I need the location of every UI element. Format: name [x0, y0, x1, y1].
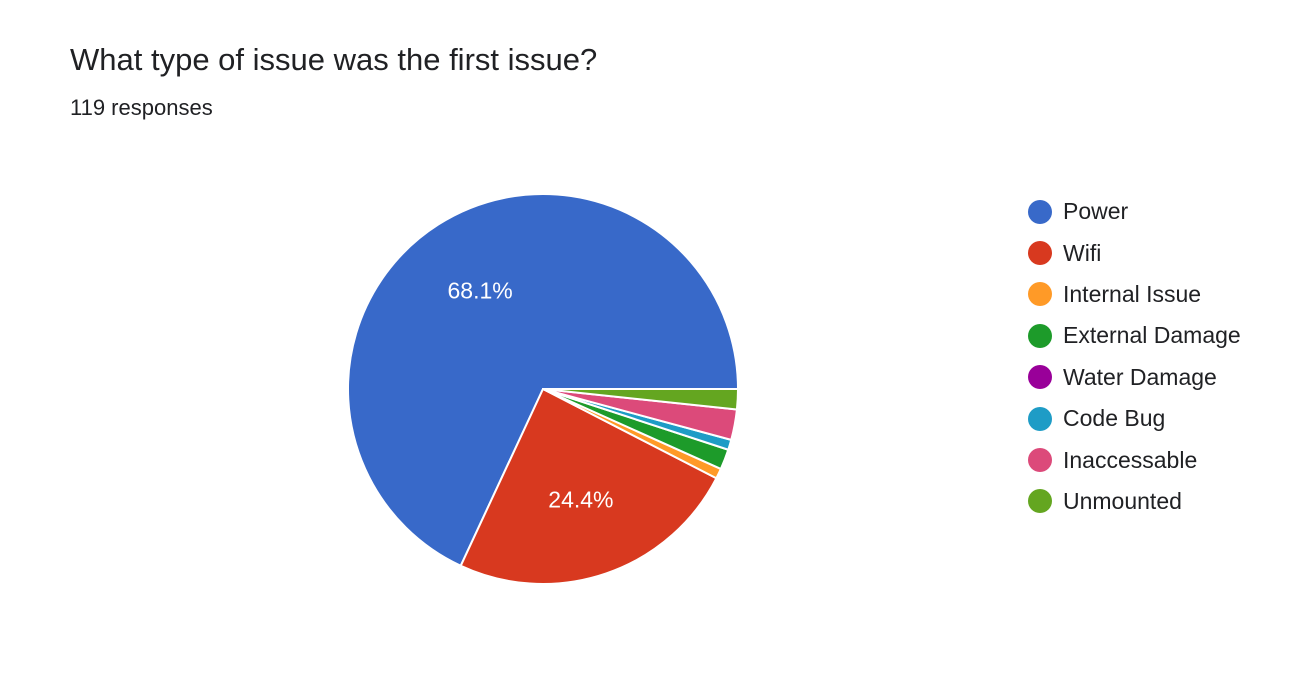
legend-label-code-bug: Code Bug: [1063, 405, 1166, 432]
slice-label-wifi: 24.4%: [548, 487, 613, 513]
chart-title: What type of issue was the first issue?: [70, 42, 598, 77]
legend-swatch-internal-issue: [1028, 282, 1052, 307]
legend-label-water-damage: Water Damage: [1063, 363, 1217, 390]
legend-swatch-unmounted: [1028, 489, 1052, 514]
pie-slice-power[interactable]: [347, 193, 739, 567]
legend-swatch-power: [1028, 199, 1052, 224]
legend-swatch-external-damage: [1028, 323, 1052, 348]
legend-item-internal-issue[interactable]: Internal Issue: [1028, 274, 1241, 315]
legend-swatch-wifi: [1028, 241, 1052, 266]
legend-label-unmounted: Unmounted: [1063, 487, 1182, 514]
legend-label-wifi: Wifi: [1063, 239, 1102, 266]
slice-label-power: 68.1%: [447, 277, 512, 303]
legend-label-inaccessable: Inaccessable: [1063, 446, 1198, 473]
legend-label-internal-issue: Internal Issue: [1063, 280, 1202, 307]
legend-item-inaccessable[interactable]: Inaccessable: [1028, 439, 1241, 480]
legend-label-power: Power: [1063, 198, 1129, 225]
pie-slice-wifi[interactable]: [459, 388, 718, 585]
legend-item-water-damage[interactable]: Water Damage: [1028, 357, 1241, 398]
legend-swatch-water-damage: [1028, 365, 1052, 390]
legend-label-external-damage: External Damage: [1063, 322, 1241, 349]
response-count: 119 responses: [70, 95, 213, 120]
legend-item-external-damage[interactable]: External Damage: [1028, 315, 1241, 356]
legend-swatch-inaccessable: [1028, 448, 1052, 473]
legend: Power Wifi Internal Issue External Damage Wa…: [1028, 191, 1241, 522]
legend-item-wifi[interactable]: Wifi: [1028, 232, 1241, 273]
legend-item-unmounted[interactable]: Unmounted: [1028, 481, 1241, 522]
legend-item-power[interactable]: Power: [1028, 191, 1241, 232]
legend-item-code-bug[interactable]: Code Bug: [1028, 398, 1241, 439]
legend-swatch-code-bug: [1028, 406, 1052, 431]
pie-slice-unmounted[interactable]: [542, 388, 739, 411]
